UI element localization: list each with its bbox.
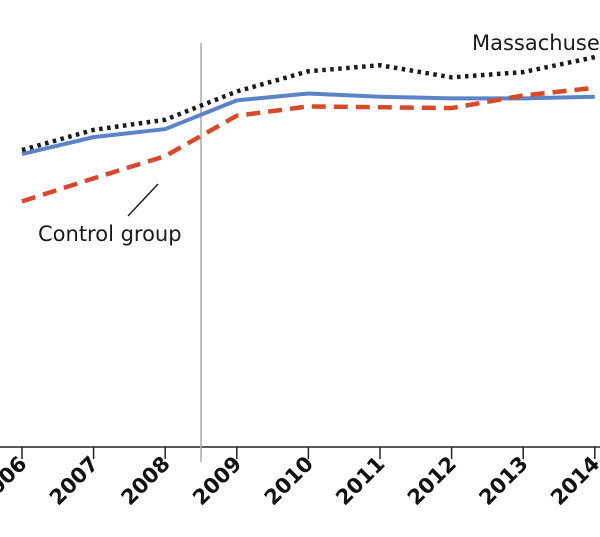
x-tick-label-2013: 2013: [474, 452, 532, 510]
x-tick-label-2010: 2010: [260, 452, 318, 510]
x-tick-label-2009: 2009: [188, 452, 246, 510]
control-group-pointer: [127, 183, 159, 217]
series-line-series-1: [21, 91, 595, 157]
series-line-control-group: [21, 85, 596, 204]
series-layer: [21, 54, 596, 204]
x-tick-label-2008: 2008: [116, 452, 174, 510]
x-tick-label-2012: 2012: [403, 452, 461, 510]
x-tick-label-2011: 2011: [331, 452, 389, 510]
x-tick-label-2007: 2007: [45, 452, 103, 510]
x-tick-label-2006: 2006: [0, 452, 32, 510]
annotation-control-group: Control group: [38, 222, 182, 246]
annotation-massachusetts: Massachusetts: [472, 31, 600, 55]
x-tick-label-2014: 2014: [546, 452, 600, 510]
series-line-massachusetts: [21, 54, 596, 153]
x-axis-ticks: [21, 447, 596, 459]
x-tick-labels: 2006 2007 2008 2009 2010 2011 2012 2013 2014: [0, 452, 600, 510]
